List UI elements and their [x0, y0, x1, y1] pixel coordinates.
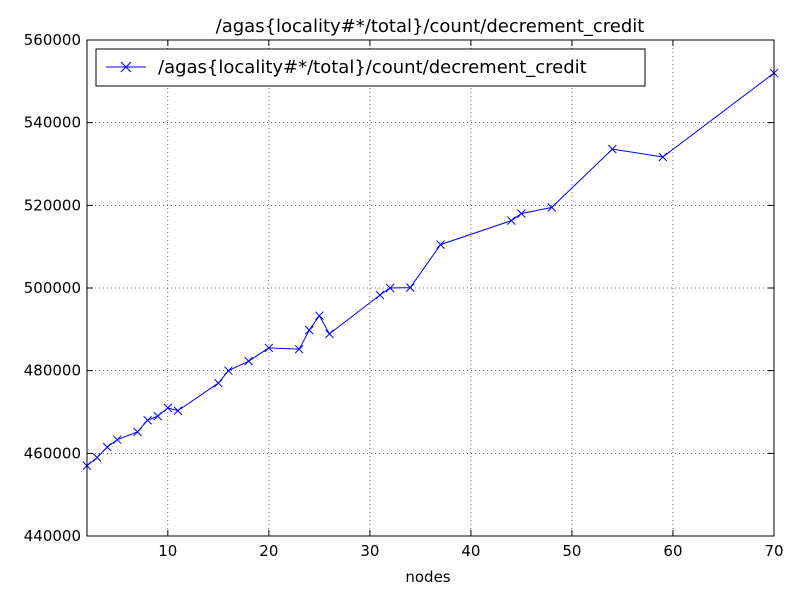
y-tick-label: 540000: [24, 114, 81, 132]
data-point-marker: [405, 283, 415, 292]
data-point-marker: [325, 329, 334, 339]
data-point-marker: [315, 311, 324, 321]
data-point-marker: [244, 356, 254, 366]
data-point-marker: [436, 240, 445, 249]
x-axis-label: nodes: [405, 568, 450, 586]
series-line-layer: [86, 72, 775, 467]
series-line: [86, 72, 775, 467]
data-point-marker: [607, 144, 617, 154]
data-point-marker: [294, 344, 304, 354]
x-tick-label: 70: [764, 542, 783, 560]
y-tick-label: 520000: [24, 196, 81, 214]
data-point-marker: [92, 453, 102, 462]
x-axis: 10 20 30 40 50 60 70: [158, 40, 784, 560]
data-point-marker: [163, 403, 173, 413]
data-point-marker: [517, 209, 526, 218]
data-point-marker: [112, 435, 122, 445]
data-point-marker: [375, 290, 385, 300]
x-tick-label: 30: [360, 542, 379, 560]
x-tick-label: 50: [562, 542, 581, 560]
y-tick-label: 500000: [24, 279, 81, 297]
data-point-marker: [173, 406, 183, 416]
data-point-marker: [385, 283, 395, 293]
data-point-marker: [304, 325, 314, 335]
data-point-marker: [547, 203, 557, 212]
y-tick-label: 440000: [24, 527, 81, 545]
data-point-marker: [224, 366, 233, 376]
data-point-marker: [102, 442, 112, 452]
grid-lines: [87, 39, 775, 537]
data-point-marker: [153, 411, 163, 421]
x-tick-label: 60: [663, 542, 682, 560]
data-point-marker: [264, 343, 274, 353]
chart-title: /agas{locality#*/total}/count/decrement_…: [216, 16, 645, 37]
x-tick-label: 40: [461, 542, 480, 560]
y-tick-label: 560000: [24, 31, 81, 49]
data-point-marker: [506, 216, 516, 225]
y-tick-label: 480000: [24, 362, 81, 380]
plot-area-frame: [86, 39, 775, 537]
legend-series-marker: [120, 61, 132, 73]
x-tick-label: 20: [259, 542, 278, 560]
y-tick-label: 460000: [24, 444, 81, 462]
legend: /agas{locality#*/total}/count/decrement_…: [95, 48, 646, 87]
y-axis: 440000 460000 480000 500000 520000 540000 5600…: [24, 31, 774, 545]
data-point-marker: [143, 415, 152, 425]
series-marker-layer: [82, 68, 779, 471]
data-point-marker: [133, 427, 142, 437]
legend-box: [95, 48, 646, 87]
data-point-marker: [658, 152, 668, 162]
data-point-marker: [213, 378, 223, 388]
x-tick-label: 10: [158, 542, 177, 560]
legend-entry-label: /agas{locality#*/total}/count/decrement_…: [158, 57, 587, 78]
